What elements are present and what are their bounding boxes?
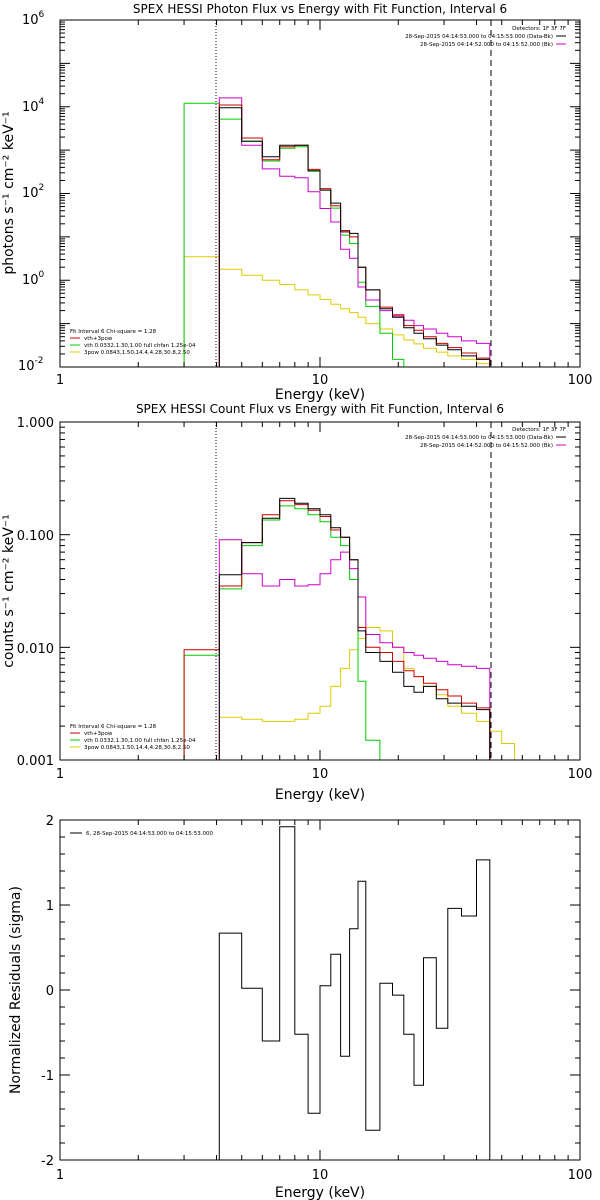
count-legend-detectors: Detectors: 1F 3F 7F bbox=[512, 427, 566, 433]
photon-xtick-100: 100 bbox=[568, 373, 593, 388]
residuals-ytick-m1: -1 bbox=[41, 1069, 54, 1084]
residuals-xtick-1: 1 bbox=[56, 1168, 64, 1183]
photon-legend-powerlaw: 3pow 0.0843,1.50,14.4,4.28,30.8,2.50 bbox=[84, 350, 190, 356]
count-series-background bbox=[218, 539, 491, 760]
photon-series-data bbox=[218, 107, 491, 367]
photon-legend-data: 28-Sep-2015 04:14:53.000 to 04:15:53.000… bbox=[405, 34, 553, 40]
photon-plot-title: SPEX HESSI Photon Flux vs Energy with Fi… bbox=[133, 2, 507, 16]
photon-series-total bbox=[218, 104, 491, 367]
count-series-data bbox=[218, 497, 491, 760]
residuals-ytick-2: 2 bbox=[46, 814, 54, 829]
photon-xtick-10: 10 bbox=[312, 373, 329, 388]
count-legend-thermal: vth 0.0332,1.30,1.00 full chfan 1.25e-04 bbox=[84, 738, 196, 744]
count-legend-powerlaw: 3pow 0.0843,1.50,14.4,4.28,30.8,2.50 bbox=[84, 745, 190, 751]
photon-xtick-1: 1 bbox=[56, 373, 64, 388]
photon-series-background bbox=[218, 97, 491, 367]
residuals-ylabel: Normalized Residuals (sigma) bbox=[8, 886, 24, 1094]
count-xtick-10: 10 bbox=[312, 767, 329, 782]
photon-ytick-1e4: 104 bbox=[22, 97, 45, 115]
residuals-ytick-1: 1 bbox=[46, 899, 54, 914]
count-ytick-0.001: 0.001 bbox=[17, 754, 54, 769]
photon-ytick-1e-2: 10-2 bbox=[18, 356, 44, 374]
count-xtick-100: 100 bbox=[568, 767, 593, 782]
photon-series-powerlaw bbox=[183, 256, 491, 367]
photon-legend-total: vth+3pow bbox=[84, 336, 113, 342]
count-series-powerlaw bbox=[218, 627, 528, 761]
count-legend-total: vth+3pow bbox=[84, 731, 113, 737]
photon-legend-detectors: Detectors: 1F 3F 7F bbox=[512, 26, 566, 32]
photon-legend-thermal: vth 0.0332,1.30,1.00 full chfan 1.25e-04 bbox=[84, 343, 196, 349]
count-plot-title: SPEX HESSI Count Flux vs Energy with Fit… bbox=[136, 402, 504, 416]
count-flux-plot: SPEX HESSI Count Flux vs Energy with Fit… bbox=[1, 402, 593, 803]
photon-legend-fit: Fit Interval 6 Chi-square = 1.28 bbox=[70, 329, 157, 335]
count-ytick-0.1: 0.100 bbox=[17, 529, 54, 544]
residuals-plot: 2 1 0 -1 -2 1 10 100 Energy (keV) Normal… bbox=[8, 814, 593, 1200]
photon-ylabel: photons s⁻¹ cm⁻² keV⁻¹ bbox=[1, 111, 17, 274]
count-ytick-0.01: 0.010 bbox=[17, 642, 54, 657]
count-xtick-1: 1 bbox=[56, 767, 64, 782]
photon-xlabel: Energy (keV) bbox=[275, 387, 365, 403]
residuals-ytick-m2: -2 bbox=[41, 1154, 54, 1169]
photon-flux-plot: SPEX HESSI Photon Flux vs Energy with Fi… bbox=[1, 2, 593, 403]
count-legend-data: 28-Sep-2015 04:14:53.000 to 04:15:53.000… bbox=[405, 435, 553, 441]
photon-legend-bk: 28-Sep-2015 04:14:52.000 to 04:15:52.000… bbox=[420, 42, 553, 48]
photon-ytick-1e0: 100 bbox=[22, 270, 45, 288]
count-ytick-1: 1.000 bbox=[17, 416, 54, 431]
residuals-ytick-0: 0 bbox=[46, 984, 54, 999]
residuals-xtick-100: 100 bbox=[568, 1168, 593, 1183]
photon-ytick-1e6: 106 bbox=[22, 10, 45, 28]
residuals-series bbox=[218, 826, 491, 1160]
photon-ytick-1e2: 102 bbox=[22, 183, 44, 201]
residuals-legend: 6, 28-Sep-2015 04:14:53.000 to 04:15:53.… bbox=[86, 831, 213, 837]
residuals-xlabel: Energy (keV) bbox=[275, 1185, 365, 1200]
count-xlabel: Energy (keV) bbox=[275, 787, 365, 803]
residuals-xtick-10: 10 bbox=[312, 1168, 329, 1183]
count-legend-fit: Fit Interval 6 Chi-square = 1.28 bbox=[70, 724, 157, 730]
count-ylabel: counts s⁻¹ cm⁻² keV⁻¹ bbox=[1, 514, 17, 668]
count-legend-bk: 28-Sep-2015 04:14:52.000 to 04:15:52.000… bbox=[420, 443, 553, 449]
